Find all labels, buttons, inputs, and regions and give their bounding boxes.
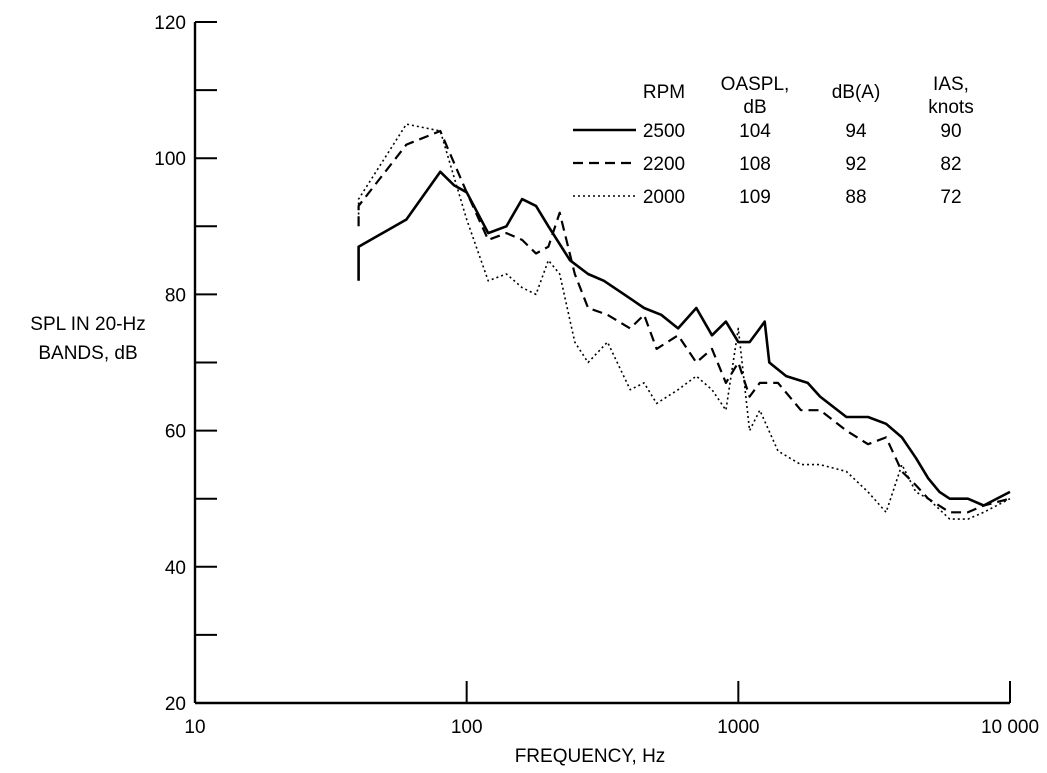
y-tick-label: 60 [165,422,186,443]
legend-header-ias: knots [928,97,973,118]
x-tick-label: 100 [451,717,483,738]
legend-oaspl-2500: 104 [739,121,771,142]
y-tick-label: 80 [165,285,186,306]
y-tick-label: 40 [165,558,186,579]
legend-rpm-2000: 2000 [643,187,685,208]
legend-header-dba: dB(A) [832,82,881,103]
y-tick-label: 100 [154,149,186,170]
legend-dba-2000: 88 [845,187,866,208]
legend-oaspl-2000: 109 [739,187,771,208]
legend-header-oaspl: dB [743,97,766,118]
legend-ias-2200: 82 [940,154,961,175]
x-axis-title: FREQUENCY, Hz [515,746,666,767]
series-line-2200 [357,129,1011,514]
x-tick-label: 10 [184,717,205,738]
legend-rpm-2500: 2500 [643,121,685,142]
y-tick-label: 20 [165,694,186,715]
x-tick-label: 10 000 [981,717,1039,738]
legend-ias-2000: 72 [940,187,961,208]
series-line-2000 [357,123,1011,520]
legend-ias-2500: 90 [940,121,961,142]
legend: RPM OASPL,dB dB(A) IAS,knots 2500 104 94 90 2200… [573,74,974,208]
x-tick-label: 1000 [717,717,759,738]
y-axis-title-line-2: BANDS, dB [38,343,137,364]
series-line-2500 [357,170,1011,507]
ticks: 20 40 60 80 100 120 10 100 1000 10 000 [154,13,1039,738]
y-tick-label: 120 [154,13,186,34]
legend-dba-2200: 92 [845,154,866,175]
legend-dba-2500: 94 [845,121,867,142]
axes [193,22,1010,705]
legend-rpm-2200: 2200 [643,154,685,175]
legend-oaspl-2200: 108 [739,154,771,175]
legend-header-rpm: RPM [643,82,685,103]
series-layer [357,123,1011,520]
legend-header-oaspl: OASPL, [721,74,790,95]
y-axis-title-line-1: SPL IN 20-Hz [30,314,145,335]
legend-header-ias: IAS, [933,74,969,95]
